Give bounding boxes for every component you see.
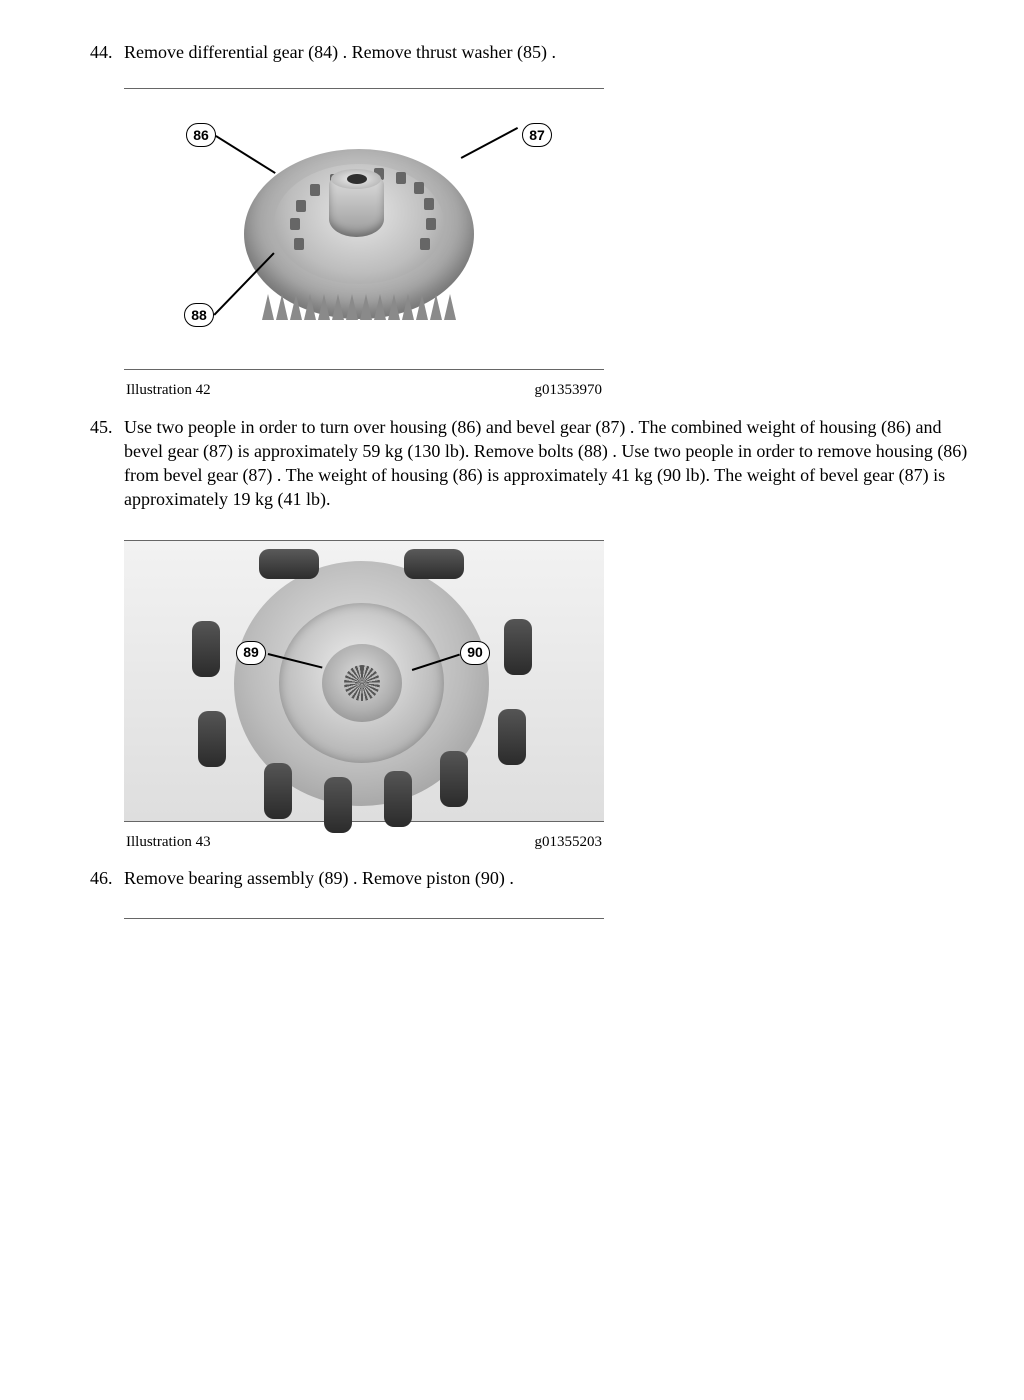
figure-42-caption-left: Illustration 42 [126, 380, 211, 400]
callout-86: 86 [186, 123, 216, 147]
figure-43-caption-right: g01355203 [535, 832, 603, 852]
bevel-gear-teeth [244, 264, 474, 320]
figure-43: 89 90 Illustration 43 g01355203 [124, 540, 604, 852]
step-44: 44. Remove differential gear (84) . Remo… [90, 40, 974, 64]
housing-lugs [124, 541, 604, 821]
figure-42-caption-right: g01353970 [535, 380, 603, 400]
figure-42: 86 87 88 Illustration 42 g01353970 [124, 88, 604, 400]
bevel-gear-diagram: 86 87 88 [124, 89, 604, 369]
step-45-text: Use two people in order to turn over hou… [124, 415, 974, 512]
figure-42-rule-bottom [124, 369, 604, 370]
leader-87 [461, 127, 518, 158]
step-44-number: 44. [90, 40, 124, 64]
callout-90: 90 [460, 641, 490, 665]
step-46-number: 46. [90, 866, 124, 890]
figure-43-rule-bottom [124, 821, 604, 822]
trailing-figure-block [124, 918, 604, 919]
trailing-rule [124, 918, 604, 919]
figure-42-caption: Illustration 42 g01353970 [124, 380, 604, 400]
illustration-42: 86 87 88 [124, 89, 604, 369]
leader-86 [216, 135, 276, 173]
step-44-text: Remove differential gear (84) . Remove t… [124, 40, 974, 64]
figure-43-caption-left: Illustration 43 [126, 832, 211, 852]
callout-88: 88 [184, 303, 214, 327]
step-45: 45. Use two people in order to turn over… [90, 415, 974, 512]
housing-diagram: 89 90 [124, 541, 604, 821]
step-46-text: Remove bearing assembly (89) . Remove pi… [124, 866, 974, 890]
step-45-number: 45. [90, 415, 124, 512]
step-46: 46. Remove bearing assembly (89) . Remov… [90, 866, 974, 890]
figure-43-caption: Illustration 43 g01355203 [124, 832, 604, 852]
illustration-43: 89 90 [124, 541, 604, 821]
callout-89: 89 [236, 641, 266, 665]
callout-87: 87 [522, 123, 552, 147]
